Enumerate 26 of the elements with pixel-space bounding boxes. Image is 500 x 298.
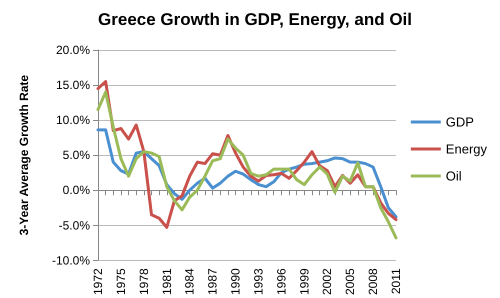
y-axis-title: 3-Year Average Growth Rate [17, 74, 31, 236]
y-tick-label: 0.0% [62, 183, 90, 198]
x-tick-label: 1999 [297, 268, 312, 296]
legend-label: Oil [446, 168, 462, 184]
x-tick-label: 2008 [366, 268, 380, 296]
y-tick-label: -10.0% [52, 253, 90, 268]
x-tick-label: 1972 [91, 268, 105, 296]
x-tick-label: 1978 [136, 268, 151, 296]
chart-title: Greece Growth in GDP, Energy, and Oil [98, 10, 412, 29]
x-tick-label: 1990 [228, 268, 243, 296]
legend-label: Energy [446, 142, 488, 156]
x-tick-label: 2005 [343, 268, 358, 296]
x-tick-label: 1975 [114, 268, 128, 296]
x-tick-label: 1993 [251, 268, 266, 296]
x-tick-label: 1981 [160, 268, 174, 296]
legend-label: GDP [446, 114, 474, 130]
x-tick-label: 1984 [182, 268, 197, 296]
x-tick-label: 2011 [389, 268, 403, 294]
y-tick-label: 20.0% [56, 43, 90, 57]
y-tick-label: 10.0% [56, 113, 90, 128]
x-tick-label: 2002 [320, 268, 334, 296]
y-tick-label: 15.0% [56, 78, 90, 92]
y-tick-label: -5.0% [58, 218, 90, 232]
x-tick-label: 1987 [206, 268, 220, 296]
y-tick-label: 5.0% [62, 148, 90, 162]
x-tick-label: 1996 [274, 268, 288, 296]
